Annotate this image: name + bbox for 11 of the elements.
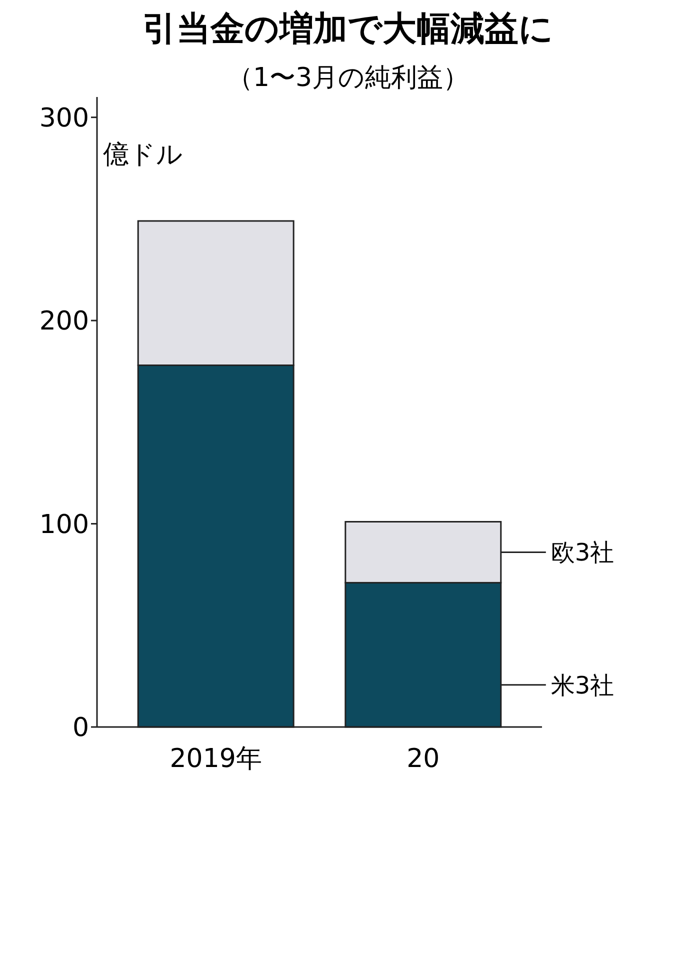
y-tick-label: 300 — [39, 103, 89, 134]
y-tick-label: 0 — [72, 713, 89, 744]
y-axis-title: 億ドル — [103, 140, 183, 170]
y-tick-label: 100 — [39, 510, 89, 540]
legend-label: 米3社 — [550, 671, 614, 700]
x-tick-label: 20 — [406, 744, 440, 774]
y-tick-label: 200 — [39, 306, 89, 337]
chart-title: 引当金の増加で大幅減益に — [142, 9, 554, 49]
x-tick-label: 2019年 — [170, 744, 262, 774]
legend-label: 欧3社 — [550, 538, 614, 567]
chart-subtitle: （1〜3月の純利益） — [226, 63, 470, 93]
